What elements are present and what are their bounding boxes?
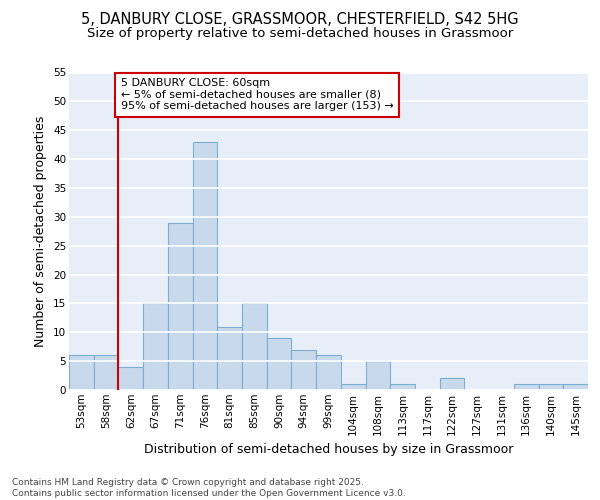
X-axis label: Distribution of semi-detached houses by size in Grassmoor: Distribution of semi-detached houses by … (144, 443, 513, 456)
Bar (514, 384, 539, 390)
Bar (193, 142, 217, 390)
Bar (94, 356, 118, 390)
Bar (341, 384, 365, 390)
Text: Size of property relative to semi-detached houses in Grassmoor: Size of property relative to semi-detach… (87, 28, 513, 40)
Text: 5 DANBURY CLOSE: 60sqm
← 5% of semi-detached houses are smaller (8)
95% of semi-: 5 DANBURY CLOSE: 60sqm ← 5% of semi-deta… (121, 78, 394, 112)
Text: Contains HM Land Registry data © Crown copyright and database right 2025.
Contai: Contains HM Land Registry data © Crown c… (12, 478, 406, 498)
Bar (242, 304, 267, 390)
Y-axis label: Number of semi-detached properties: Number of semi-detached properties (34, 116, 47, 347)
Bar (217, 326, 242, 390)
Bar (539, 384, 563, 390)
Bar (118, 367, 143, 390)
Bar (563, 384, 588, 390)
Bar (316, 356, 341, 390)
Bar (292, 350, 316, 390)
Bar (143, 304, 168, 390)
Bar (390, 384, 415, 390)
Bar (440, 378, 464, 390)
Bar (365, 361, 390, 390)
Bar (267, 338, 292, 390)
Bar (168, 222, 193, 390)
Text: 5, DANBURY CLOSE, GRASSMOOR, CHESTERFIELD, S42 5HG: 5, DANBURY CLOSE, GRASSMOOR, CHESTERFIEL… (81, 12, 519, 28)
Bar (69, 356, 94, 390)
